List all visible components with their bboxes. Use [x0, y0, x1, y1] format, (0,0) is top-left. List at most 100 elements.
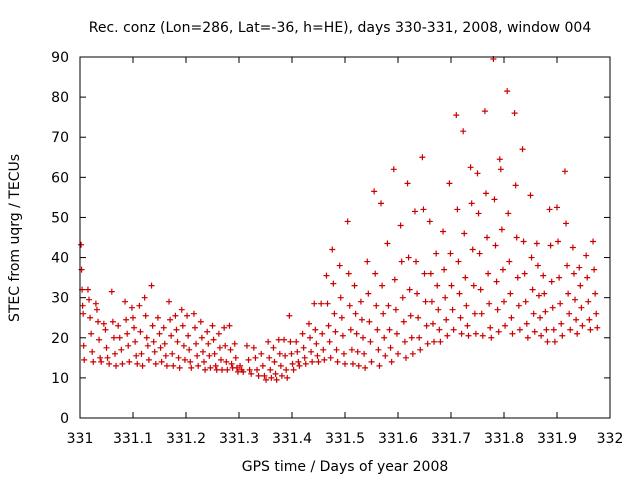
data-point — [119, 360, 126, 367]
data-point — [263, 376, 270, 383]
data-point — [424, 340, 431, 347]
data-point — [491, 196, 498, 203]
data-point — [366, 318, 373, 325]
data-point — [195, 362, 202, 369]
data-point — [246, 366, 253, 373]
data-point — [462, 274, 469, 281]
data-point — [286, 312, 293, 319]
data-point — [561, 168, 568, 175]
data-point — [240, 368, 247, 375]
data-point — [80, 342, 87, 349]
data-point — [569, 244, 576, 251]
data-point — [376, 362, 383, 369]
data-point — [142, 312, 149, 319]
data-point — [90, 358, 97, 365]
data-point — [169, 350, 176, 357]
data-point — [450, 326, 457, 333]
data-point — [84, 286, 91, 293]
data-point — [498, 226, 505, 233]
data-point — [237, 362, 244, 369]
data-point — [213, 366, 220, 373]
data-point — [305, 320, 312, 327]
data-point — [388, 358, 395, 365]
data-point — [110, 334, 117, 341]
data-point — [179, 322, 186, 329]
data-point — [505, 210, 512, 217]
data-point — [109, 318, 116, 325]
data-point — [342, 360, 348, 367]
data-point — [268, 374, 275, 381]
data-point — [524, 334, 531, 341]
y-tick-label: 40 — [51, 251, 69, 267]
data-point — [209, 322, 216, 329]
data-point — [301, 354, 308, 361]
chart-title: Rec. conz (Lon=286, Lat=-36, h=HE), days… — [89, 20, 592, 36]
data-point — [162, 352, 169, 359]
data-point — [170, 362, 177, 369]
data-point — [145, 356, 152, 363]
data-point — [417, 346, 424, 353]
data-point — [221, 324, 228, 331]
data-point — [584, 274, 591, 281]
data-point — [398, 258, 405, 265]
data-point — [391, 276, 398, 283]
data-point — [211, 350, 218, 357]
data-point — [382, 352, 389, 359]
data-point — [528, 254, 535, 261]
data-point — [411, 208, 418, 215]
data-point — [372, 270, 379, 277]
data-point — [497, 166, 504, 173]
data-point — [478, 310, 485, 317]
data-point — [141, 294, 148, 301]
data-point — [345, 270, 352, 277]
data-point — [224, 366, 231, 373]
data-point — [551, 338, 558, 345]
data-point — [206, 352, 213, 359]
data-point — [245, 356, 252, 363]
data-point — [299, 330, 306, 337]
data-point — [485, 270, 492, 277]
data-point — [217, 356, 224, 363]
data-point — [198, 334, 205, 341]
data-point — [475, 210, 482, 217]
data-point — [323, 272, 330, 279]
data-point — [360, 334, 367, 341]
data-point — [176, 364, 183, 371]
data-point — [381, 334, 388, 341]
data-point — [392, 306, 399, 313]
data-point — [156, 330, 163, 337]
data-point — [283, 366, 290, 373]
data-point — [266, 354, 273, 361]
data-point — [132, 338, 139, 345]
data-point — [166, 298, 173, 305]
data-point — [428, 298, 435, 305]
data-point — [516, 326, 523, 333]
data-point — [124, 330, 131, 337]
data-point — [130, 314, 136, 321]
data-point — [380, 310, 387, 317]
data-point — [549, 304, 556, 311]
data-point — [531, 328, 538, 335]
data-point — [113, 362, 120, 369]
data-point — [433, 250, 440, 257]
data-point — [128, 304, 135, 311]
data-point — [519, 146, 526, 153]
data-point — [435, 306, 442, 313]
data-point — [125, 342, 132, 349]
data-point — [300, 344, 307, 351]
data-point — [234, 368, 241, 375]
y-tick-label: 60 — [51, 170, 69, 186]
data-point — [416, 334, 423, 341]
data-point — [542, 308, 549, 315]
data-point — [422, 298, 429, 305]
data-point — [93, 306, 100, 313]
data-point — [326, 338, 333, 345]
x-tick-label: 331.5 — [325, 431, 365, 447]
data-point — [137, 328, 144, 335]
data-point — [385, 302, 392, 309]
data-point — [465, 332, 472, 339]
y-tick-label: 10 — [51, 371, 69, 387]
data-point — [103, 344, 110, 351]
data-point — [573, 316, 580, 323]
data-point — [570, 270, 577, 277]
